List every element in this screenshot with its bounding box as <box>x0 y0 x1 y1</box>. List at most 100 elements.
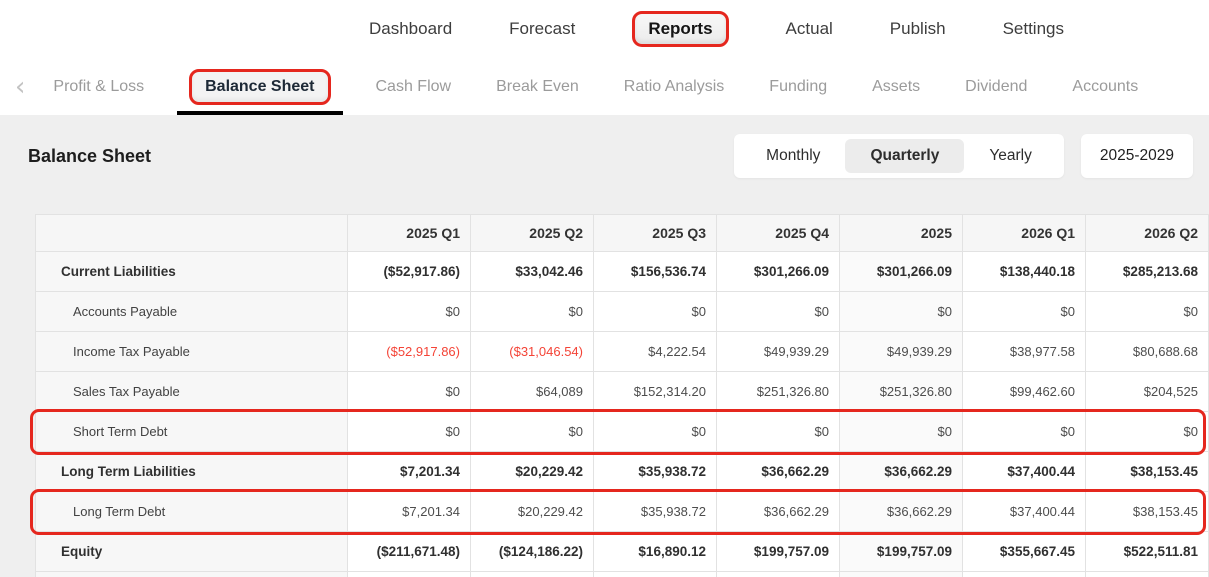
tab-label: Break Even <box>496 77 579 95</box>
table-row-income-tax-payable: Income Tax Payable ($52,917.86) ($31,046.5… <box>35 331 1209 372</box>
column-header-2025: 2025 <box>839 214 963 252</box>
cell-empty <box>962 571 1086 577</box>
tab-profit-loss[interactable]: Profit & Loss <box>53 58 144 115</box>
tab-funding[interactable]: Funding <box>769 58 827 115</box>
cell-value: $35,938.72 <box>593 451 717 492</box>
cell-value: $0 <box>716 411 840 452</box>
cell-empty <box>35 571 348 577</box>
cell-value: $301,266.09 <box>839 251 963 292</box>
cell-value: ($124,186.22) <box>470 531 594 572</box>
cell-empty <box>470 571 594 577</box>
annotation-highlight-box: Reports <box>632 11 729 47</box>
period-option-yearly[interactable]: Yearly <box>989 147 1032 164</box>
tab-label: Ratio Analysis <box>623 77 725 95</box>
cell-value: $4,222.54 <box>593 331 717 372</box>
cell-value: $36,662.29 <box>839 451 963 492</box>
cell-value: $0 <box>962 291 1086 332</box>
content-area: Balance Sheet Monthly Quarterly Yearly 202… <box>0 115 1209 577</box>
row-label: Long Term Liabilities <box>35 451 348 492</box>
cell-value: $301,266.09 <box>716 251 840 292</box>
cell-value: ($31,046.54) <box>470 331 594 372</box>
tab-label: Assets <box>872 77 921 95</box>
top-nav: Dashboard Forecast Reports Actual Publish Set… <box>0 0 1209 58</box>
cell-value: $0 <box>347 411 471 452</box>
cell-value: $0 <box>839 411 963 452</box>
nav-item-label: Settings <box>1002 19 1064 38</box>
row-label: Current Liabilities <box>35 251 348 292</box>
cell-empty <box>1085 571 1209 577</box>
cell-value: $355,667.45 <box>962 531 1086 572</box>
tab-assets[interactable]: Assets <box>872 58 920 115</box>
cell-value: $20,229.42 <box>470 451 594 492</box>
cell-value: $0 <box>470 291 594 332</box>
cell-value: $199,757.09 <box>716 531 840 572</box>
cell-value: $38,153.45 <box>1085 491 1209 532</box>
balance-sheet-table-container: 2025 Q1 2025 Q2 2025 Q3 2025 Q4 2025 2026 Q1 2… <box>30 214 1209 577</box>
top-nav-item-actual[interactable]: Actual <box>786 19 833 39</box>
tab-ratio-analysis[interactable]: Ratio Analysis <box>624 58 725 115</box>
cell-value: $156,536.74 <box>593 251 717 292</box>
table-row-clipped <box>35 571 1209 577</box>
page-title: Balance Sheet <box>28 145 152 166</box>
report-tab-bar: ‹ Profit & Loss Balance Sheet Cash Flow Bre… <box>0 58 1209 115</box>
tab-dividend[interactable]: Dividend <box>965 58 1027 115</box>
tab-cash-flow[interactable]: Cash Flow <box>376 58 452 115</box>
chevron-left-icon[interactable]: ‹ <box>15 71 26 102</box>
cell-value: $0 <box>716 291 840 332</box>
cell-value: $36,662.29 <box>716 491 840 532</box>
cell-value: $38,977.58 <box>962 331 1086 372</box>
cell-value: $0 <box>839 291 963 332</box>
cell-value: $37,400.44 <box>962 491 1086 532</box>
cell-value: ($52,917.86) <box>347 251 471 292</box>
cell-value: $16,890.12 <box>593 531 717 572</box>
cell-value: $0 <box>347 371 471 412</box>
cell-value: $0 <box>1085 411 1209 452</box>
annotation-highlight-box: Balance Sheet <box>189 68 331 105</box>
row-label: Accounts Payable <box>35 291 348 332</box>
cell-value: $99,462.60 <box>962 371 1086 412</box>
cell-value: $0 <box>347 291 471 332</box>
cell-value: $0 <box>593 411 717 452</box>
cell-value: $522,511.81 <box>1085 531 1209 572</box>
cell-value: $36,662.29 <box>716 451 840 492</box>
tab-balance-sheet[interactable]: Balance Sheet <box>177 58 343 115</box>
row-label: Long Term Debt <box>35 491 348 532</box>
top-nav-item-forecast[interactable]: Forecast <box>509 19 575 39</box>
cell-value: $152,314.20 <box>593 371 717 412</box>
tab-label: Accounts <box>1072 77 1139 95</box>
column-header-2025-q3: 2025 Q3 <box>593 214 717 252</box>
tab-label: Profit & Loss <box>53 77 145 95</box>
top-nav-item-publish[interactable]: Publish <box>890 19 946 39</box>
cell-value: $38,153.45 <box>1085 451 1209 492</box>
cell-value: $0 <box>470 411 594 452</box>
cell-value: $49,939.29 <box>716 331 840 372</box>
period-option-monthly[interactable]: Monthly <box>766 147 821 164</box>
cell-value: $35,938.72 <box>593 491 717 532</box>
nav-item-label: Publish <box>889 19 946 38</box>
cell-value: $0 <box>1085 291 1209 332</box>
cell-value: $49,939.29 <box>839 331 963 372</box>
cell-value: $0 <box>962 411 1086 452</box>
nav-item-label: Dashboard <box>369 19 453 38</box>
tab-label: Dividend <box>965 77 1028 95</box>
cell-empty <box>347 571 471 577</box>
table-header-row: 2025 Q1 2025 Q2 2025 Q3 2025 Q4 2025 2026 Q1 2… <box>35 214 1209 252</box>
cell-value: $33,042.46 <box>470 251 594 292</box>
cell-empty <box>716 571 840 577</box>
cell-value: $199,757.09 <box>839 531 963 572</box>
tab-label: Funding <box>769 77 828 95</box>
column-header-2025-q4: 2025 Q4 <box>716 214 840 252</box>
column-header-2025-q1: 2025 Q1 <box>347 214 471 252</box>
top-nav-item-settings[interactable]: Settings <box>1003 19 1064 39</box>
tab-break-even[interactable]: Break Even <box>496 58 579 115</box>
column-header-2025-q2: 2025 Q2 <box>470 214 594 252</box>
nav-item-label: Forecast <box>509 19 576 38</box>
cell-empty <box>593 571 717 577</box>
tab-accounts[interactable]: Accounts <box>1072 58 1138 115</box>
top-nav-item-dashboard[interactable]: Dashboard <box>369 19 452 39</box>
top-nav-item-reports[interactable]: Reports <box>632 11 729 47</box>
cell-value: $285,213.68 <box>1085 251 1209 292</box>
table-row-long-term-liabilities: Long Term Liabilities $7,201.34 $20,229.42… <box>35 451 1209 492</box>
year-range-selector[interactable]: 2025-2029 <box>1080 134 1193 178</box>
period-option-quarterly[interactable]: Quarterly <box>845 139 965 173</box>
